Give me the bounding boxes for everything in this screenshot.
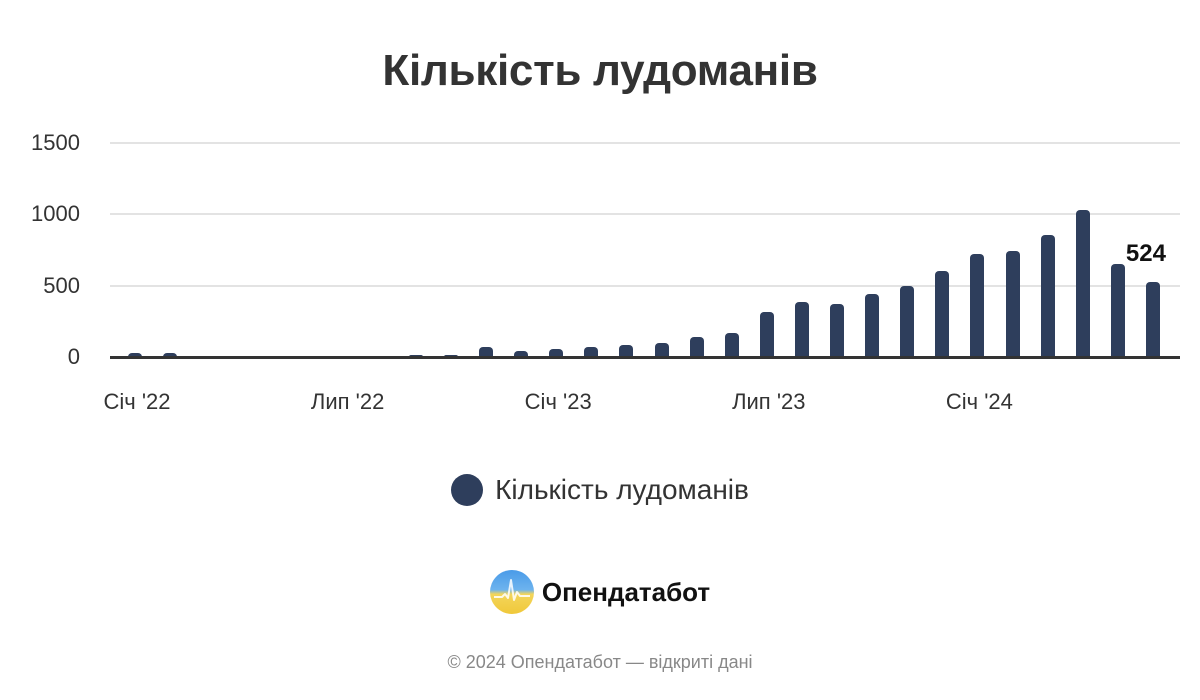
bar[interactable] (1005, 251, 1020, 357)
gridline (110, 213, 1180, 216)
bar[interactable] (128, 353, 142, 357)
bar[interactable] (584, 347, 599, 357)
gridline (110, 284, 1180, 287)
bar[interactable] (759, 312, 774, 357)
bar[interactable] (1110, 263, 1125, 357)
bar[interactable] (1145, 282, 1160, 357)
bar[interactable] (900, 285, 915, 357)
bar[interactable] (1075, 210, 1090, 357)
x-tick-label: Лип '22 (310, 389, 385, 414)
bar[interactable] (443, 355, 458, 357)
bar[interactable] (724, 332, 739, 357)
bar[interactable] (163, 353, 178, 357)
y-tick-label: 1000 (31, 201, 80, 227)
bar[interactable] (830, 304, 844, 357)
y-tick-label: 0 (67, 344, 80, 369)
x-tick-label: Січ '22 (103, 389, 171, 414)
chart-title: Кількість лудоманів (382, 46, 818, 95)
x-tick-label: Лип '23 (732, 389, 806, 414)
y-tick-label: 500 (43, 272, 80, 298)
legend-label: Кількість лудоманів (495, 474, 749, 505)
opendatabot-logo-icon (489, 570, 534, 614)
bar[interactable] (654, 342, 669, 357)
bar[interactable] (689, 337, 704, 357)
logo-text: Опендатабот (541, 576, 711, 607)
chart-legend[interactable]: Кількість лудоманів (0, 474, 1200, 506)
bar-chart-plot: 0 500 1000 1500 Січ '22 Лип '22 Січ '23 Лип '23… (31, 130, 1180, 414)
bar[interactable] (935, 271, 950, 357)
x-tick-label: Січ '23 (524, 389, 592, 414)
x-tick-label: Січ '24 (945, 389, 1013, 414)
x-axis-line (110, 356, 1180, 359)
bar[interactable] (865, 294, 880, 357)
bar[interactable] (549, 349, 564, 357)
data-label: 524 (1125, 240, 1166, 268)
footer-copyright: © 2024 Опендатабот — відкриті дані (447, 652, 753, 672)
bar[interactable] (1040, 235, 1055, 357)
legend-dot-icon (451, 474, 484, 506)
gridline (110, 142, 1180, 144)
y-tick-label: 1500 (31, 130, 80, 155)
opendatabot-logo: Опендатабот (0, 570, 1200, 614)
bar[interactable] (794, 302, 809, 357)
bar[interactable] (970, 253, 985, 357)
bar[interactable] (514, 350, 529, 357)
bar[interactable] (619, 344, 634, 357)
bar[interactable] (479, 347, 493, 357)
